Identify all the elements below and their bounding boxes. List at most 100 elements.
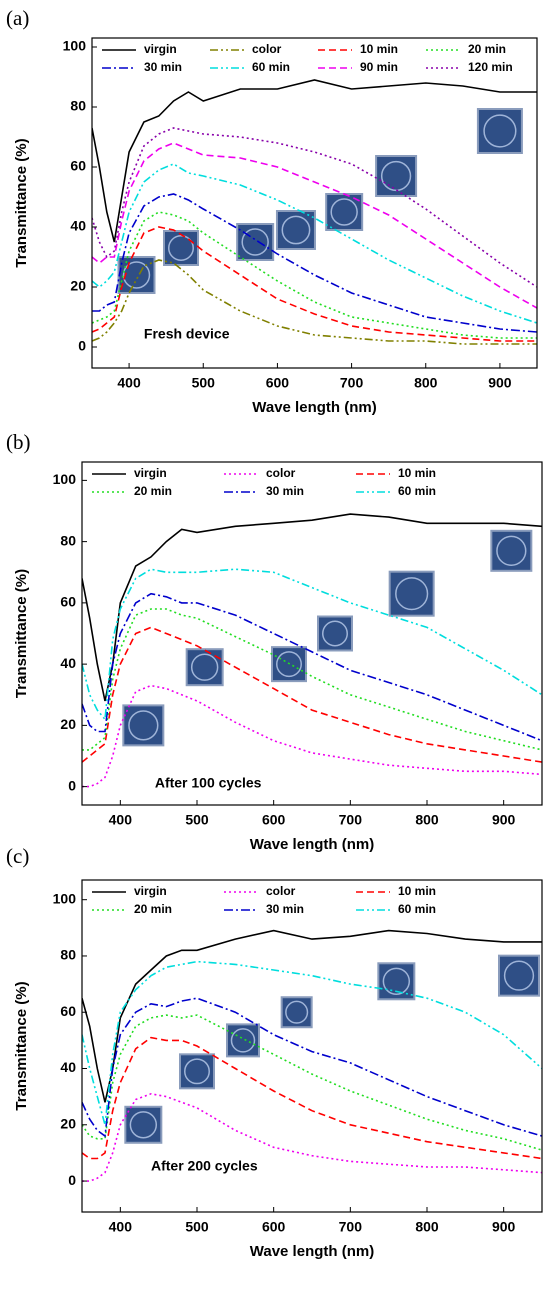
device-pattern bbox=[503, 960, 535, 991]
series-line bbox=[82, 592, 542, 742]
series-line bbox=[82, 1092, 542, 1182]
legend-label: virgin bbox=[134, 884, 167, 898]
device-photo bbox=[185, 648, 224, 687]
series-line bbox=[82, 929, 542, 1103]
device-pattern bbox=[483, 114, 517, 148]
series-line bbox=[92, 193, 537, 333]
series-line bbox=[92, 226, 537, 342]
series-line bbox=[82, 626, 542, 763]
series-line bbox=[92, 127, 537, 288]
x-axis-title: Wave length (nm) bbox=[252, 399, 376, 416]
annotation: Fresh device bbox=[144, 326, 230, 342]
plot-frame bbox=[81, 879, 543, 1213]
plot-frame bbox=[81, 461, 543, 806]
x-tick-label: 400 bbox=[109, 1219, 133, 1235]
device-pattern bbox=[276, 651, 302, 678]
series-line bbox=[92, 259, 537, 345]
legend-label: color bbox=[266, 466, 296, 480]
device-photo bbox=[490, 529, 533, 572]
series-line bbox=[82, 1036, 542, 1160]
y-tick-label: 0 bbox=[68, 1172, 76, 1188]
y-tick-label: 100 bbox=[63, 38, 87, 54]
x-tick-label: 400 bbox=[117, 375, 141, 391]
device-pattern bbox=[190, 653, 219, 681]
series-line bbox=[82, 960, 542, 1126]
device-photo bbox=[236, 223, 275, 261]
y-tick-label: 100 bbox=[53, 471, 77, 487]
y-tick-label: 0 bbox=[68, 777, 76, 793]
device-photo bbox=[179, 1053, 215, 1090]
y-tick-label: 40 bbox=[60, 1059, 76, 1075]
legend-label: color bbox=[266, 884, 296, 898]
y-axis-title: Transmittance (%) bbox=[13, 138, 30, 267]
device-photo bbox=[226, 1023, 260, 1058]
device-pattern bbox=[129, 1111, 158, 1139]
legend-label: virgin bbox=[144, 42, 177, 56]
y-tick-label: 0 bbox=[78, 338, 86, 354]
device-pattern bbox=[168, 235, 194, 261]
x-tick-label: 900 bbox=[492, 1219, 516, 1235]
device-photo bbox=[375, 155, 418, 197]
x-tick-label: 600 bbox=[266, 375, 290, 391]
y-tick-label: 40 bbox=[70, 218, 86, 234]
annotation: After 200 cycles bbox=[151, 1158, 258, 1174]
x-axis-title: Wave length (nm) bbox=[250, 836, 374, 853]
device-pattern bbox=[128, 710, 159, 741]
y-tick-label: 40 bbox=[60, 655, 76, 671]
device-photo bbox=[498, 954, 540, 997]
y-tick-label: 20 bbox=[70, 278, 86, 294]
legend-label: 10 min bbox=[360, 42, 398, 56]
device-pattern bbox=[382, 967, 411, 995]
device-pattern bbox=[241, 228, 269, 256]
legend-label: 30 min bbox=[266, 902, 304, 916]
device-photo bbox=[122, 704, 165, 747]
legend-label: 120 min bbox=[468, 60, 513, 74]
x-tick-label: 800 bbox=[415, 1219, 439, 1235]
device-pattern bbox=[230, 1028, 256, 1053]
legend-label: 20 min bbox=[468, 42, 506, 56]
device-pattern bbox=[395, 577, 429, 611]
x-tick-label: 500 bbox=[185, 812, 209, 828]
x-axis-title: Wave length (nm) bbox=[250, 1243, 374, 1260]
y-tick-label: 60 bbox=[60, 1003, 76, 1019]
legend-label: 60 min bbox=[252, 60, 290, 74]
series-line bbox=[92, 79, 537, 243]
panel-label: (a) bbox=[6, 6, 29, 30]
x-tick-label: 800 bbox=[415, 812, 439, 828]
annotation: After 100 cycles bbox=[155, 774, 262, 790]
legend-label: 60 min bbox=[398, 484, 436, 498]
y-tick-label: 100 bbox=[53, 890, 77, 906]
device-pattern bbox=[285, 1000, 309, 1024]
legend-label: 20 min bbox=[134, 902, 172, 916]
x-tick-label: 500 bbox=[192, 375, 216, 391]
y-axis-title: Transmittance (%) bbox=[13, 981, 30, 1110]
panel: (c) virgin color 10 min 20 min 30 min 60 min 40… bbox=[6, 844, 543, 1260]
legend-label: virgin bbox=[134, 466, 167, 480]
device-pattern bbox=[184, 1058, 210, 1085]
x-tick-label: 600 bbox=[262, 1219, 286, 1235]
legend-label: 30 min bbox=[144, 60, 182, 74]
device-pattern bbox=[122, 261, 151, 289]
device-pattern bbox=[496, 535, 527, 566]
legend-label: 10 min bbox=[398, 884, 436, 898]
x-tick-label: 700 bbox=[339, 1219, 363, 1235]
legend-label: 90 min bbox=[360, 60, 398, 74]
y-tick-label: 20 bbox=[60, 716, 76, 732]
y-tick-label: 60 bbox=[70, 158, 86, 174]
device-photo bbox=[117, 256, 156, 294]
y-tick-label: 20 bbox=[60, 1115, 76, 1131]
device-photo bbox=[317, 615, 353, 652]
x-tick-label: 400 bbox=[109, 812, 133, 828]
device-photo bbox=[476, 108, 523, 154]
legend-label: 10 min bbox=[398, 466, 436, 480]
legend-label: 30 min bbox=[266, 484, 304, 498]
panel-label: (b) bbox=[6, 430, 31, 454]
series-line bbox=[82, 997, 542, 1138]
x-tick-label: 900 bbox=[492, 812, 516, 828]
x-tick-label: 700 bbox=[340, 375, 364, 391]
device-photo bbox=[377, 962, 416, 1001]
y-tick-label: 80 bbox=[60, 947, 76, 963]
series-line bbox=[82, 608, 542, 751]
device-pattern bbox=[281, 215, 311, 245]
